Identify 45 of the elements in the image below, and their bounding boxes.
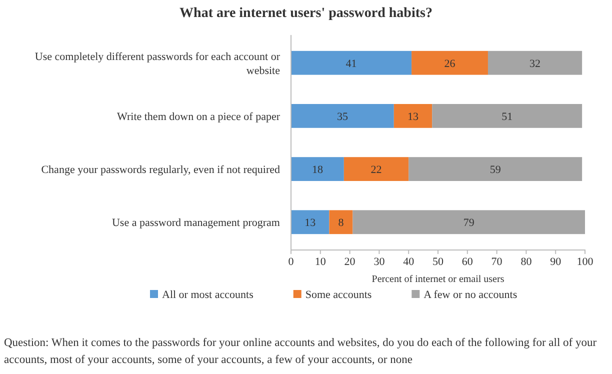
- bar: [291, 210, 330, 234]
- x-tick-label: 80: [520, 256, 532, 268]
- data-label: 13: [304, 217, 316, 230]
- bar: [291, 104, 394, 128]
- x-tick-label: 70: [491, 256, 503, 268]
- legend-label: A few or no accounts: [424, 289, 518, 301]
- bar: [408, 157, 582, 181]
- x-tick-label: 40: [403, 256, 415, 268]
- bar: [291, 157, 344, 181]
- x-tick-label: 20: [344, 256, 356, 268]
- data-label: 51: [502, 110, 513, 123]
- data-label: 18: [312, 164, 324, 176]
- x-tick-label: 0: [288, 256, 294, 268]
- data-label: 8: [338, 217, 344, 230]
- bar: [394, 104, 432, 128]
- bar: [344, 157, 409, 181]
- bar: [488, 50, 582, 75]
- text: Question: When it comes to the passwords for your online accounts and websites, do you do each of the following for all of your accounts, most of your accounts, some of your accounts, a few of your accounts, or none: [4, 337, 597, 366]
- y-tick-label: Change your passwords regularly, even if not required: [41, 164, 280, 176]
- x-tick-label: 10: [314, 256, 326, 268]
- data-label: 79: [463, 217, 475, 230]
- data-label: 26: [444, 58, 456, 70]
- y-tick-label: Use completely different passwords for each account or website: [34, 50, 280, 77]
- data-label: 13: [408, 110, 420, 123]
- bar: [432, 104, 582, 128]
- x-tick-label: 90: [550, 256, 562, 268]
- x-tick-label: 30: [374, 256, 386, 268]
- legend-label: All or most accounts: [162, 289, 254, 301]
- data-label: 32: [530, 58, 541, 70]
- data-label: 22: [370, 164, 382, 176]
- bar: [412, 50, 488, 75]
- legend-label: Some accounts: [305, 289, 372, 301]
- x-axis-title: Percent of internet or email users: [372, 274, 504, 285]
- x-tick-label: 60: [462, 256, 474, 268]
- bar: [329, 210, 353, 234]
- chart-title: What are internet users' password habits?: [180, 6, 432, 21]
- data-label: 59: [490, 164, 502, 176]
- bar: [352, 210, 585, 234]
- data-label: 41: [346, 58, 357, 70]
- data-label: 35: [336, 110, 348, 123]
- x-tick-label: 50: [432, 256, 444, 268]
- y-tick-label: Write them down on a piece of paper: [117, 110, 280, 123]
- y-tick-label: Use a password management program: [112, 217, 280, 230]
- x-tick-label: 100: [576, 256, 594, 268]
- bar: [291, 50, 412, 75]
